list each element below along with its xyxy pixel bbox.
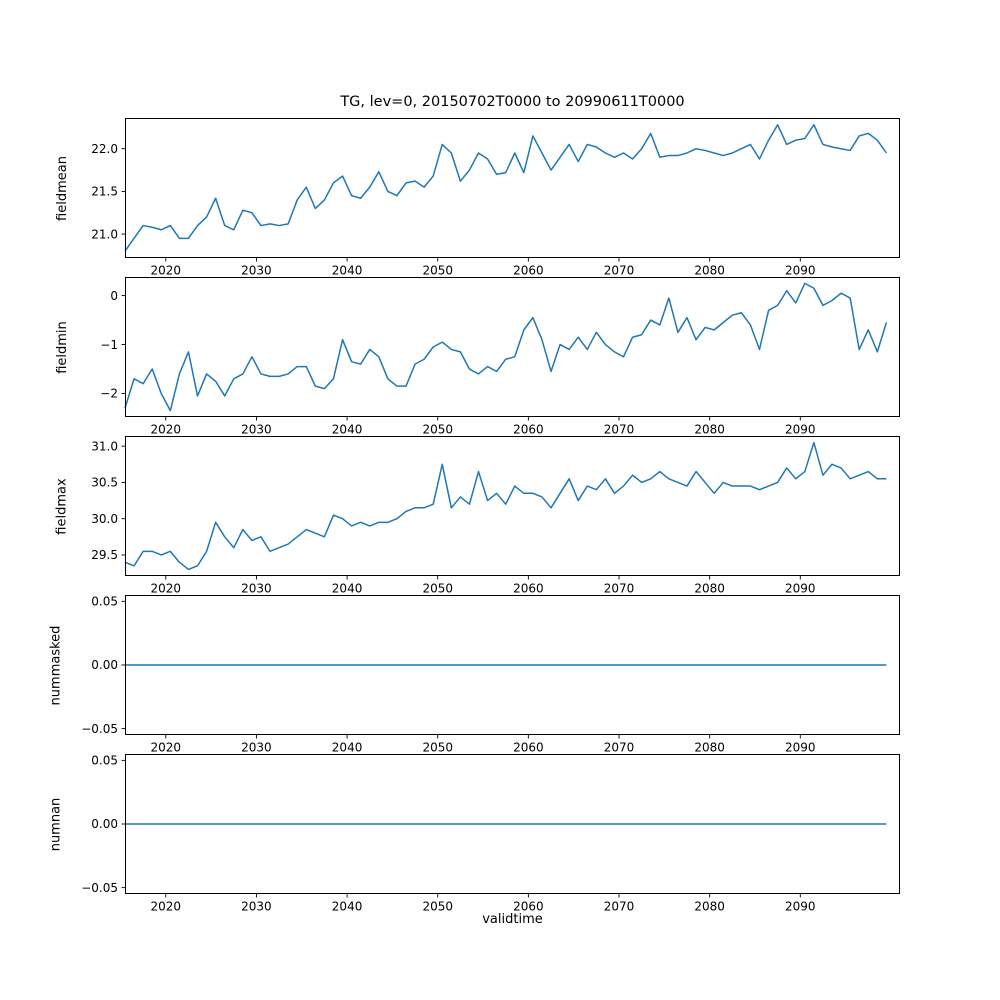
y-tick-label: 21.0 bbox=[91, 227, 118, 241]
x-tick-label: 2030 bbox=[241, 423, 272, 437]
x-tick-label: 2090 bbox=[785, 582, 816, 596]
subplot-fieldmin: 2020 2030 2040 2050 2060 2070 2080 2090 −2 −1 0 bbox=[100, 277, 900, 437]
y-tick-label: −2 bbox=[100, 387, 118, 401]
y-tick-label: 29.5 bbox=[91, 548, 118, 562]
x-tick-label: 2020 bbox=[151, 582, 182, 596]
plot-area-fieldmax: 2020 2030 2040 2050 2060 2070 2080 2090 29.5 30.0… bbox=[91, 436, 900, 596]
x-tick-label: 2080 bbox=[694, 423, 725, 437]
x-tick-label: 2060 bbox=[513, 582, 544, 596]
axes-border bbox=[125, 436, 900, 576]
x-tick-label: 2070 bbox=[604, 423, 635, 437]
axes-fieldmean: 2020 2030 2040 2050 2060 2070 2080 2090 21.0 21.5… bbox=[91, 118, 900, 278]
ylabel-fieldmax-text: fieldmax bbox=[54, 477, 70, 535]
x-tick-label: 2070 bbox=[604, 582, 635, 596]
x-tick-label: 2050 bbox=[422, 582, 453, 596]
x-tick-label: 2030 bbox=[241, 900, 272, 914]
subplot-nummasked: 2020 2030 2040 2050 2060 2070 2080 2090 −0.05 0.0… bbox=[81, 595, 900, 755]
x-tick-label: 2060 bbox=[513, 264, 544, 278]
y-tick-label: −0.05 bbox=[81, 881, 118, 895]
x-tick-label: 2030 bbox=[241, 264, 272, 278]
x-tick-label: 2080 bbox=[694, 900, 725, 914]
y-tick-label: 30.0 bbox=[91, 512, 118, 526]
x-tick-label: 2020 bbox=[151, 423, 182, 437]
data-line-fieldmax bbox=[124, 441, 887, 571]
y-tick-label: 22.0 bbox=[91, 142, 118, 156]
x-tick-label: 2050 bbox=[422, 264, 453, 278]
x-tick-label: 2040 bbox=[332, 900, 363, 914]
data-line-fieldmin bbox=[124, 282, 888, 412]
plot-area-nummasked: 2020 2030 2040 2050 2060 2070 2080 2090 −0.05 0.0… bbox=[81, 595, 900, 755]
axes-border bbox=[125, 277, 900, 417]
data-line-fieldmean bbox=[124, 124, 888, 252]
axes-border bbox=[125, 118, 900, 258]
plot-area-numnan: 2020 2030 2040 2050 2060 2070 2080 2090 −0.05 0.0… bbox=[81, 754, 900, 914]
subplot-numnan: 2020 2030 2040 2050 2060 2070 2080 2090 −0.05 0.0… bbox=[81, 754, 900, 914]
x-tick-label: 2050 bbox=[422, 741, 453, 755]
axes-border bbox=[125, 754, 900, 894]
y-tick-label: 0.05 bbox=[91, 754, 118, 768]
ylabel-nummasked-text: nummasked bbox=[48, 625, 64, 705]
subplot-fieldmax: 2020 2030 2040 2050 2060 2070 2080 2090 29.5 30.0… bbox=[91, 436, 900, 596]
y-tick-label: 21.5 bbox=[91, 185, 118, 199]
x-tick-label: 2040 bbox=[332, 264, 363, 278]
y-tick-label: 0.00 bbox=[91, 817, 118, 831]
y-tick-label: 0.05 bbox=[91, 595, 118, 609]
x-tick-label: 2020 bbox=[151, 900, 182, 914]
x-tick-label: 2080 bbox=[694, 741, 725, 755]
x-tick-label: 2070 bbox=[604, 264, 635, 278]
x-tick-label: 2090 bbox=[785, 900, 816, 914]
x-tick-label: 2040 bbox=[332, 741, 363, 755]
subplot-fieldmean: 2020 2030 2040 2050 2060 2070 2080 2090 21.0 21.5… bbox=[91, 118, 900, 278]
x-tick-label: 2090 bbox=[785, 264, 816, 278]
chart-title: TG, lev=0, 20150702T0000 to 20990611T000… bbox=[340, 94, 685, 110]
axes-border bbox=[125, 595, 900, 735]
axes-fieldmax: 2020 2030 2040 2050 2060 2070 2080 2090 29.5 30.0… bbox=[91, 436, 900, 596]
y-tick-label: −1 bbox=[100, 338, 118, 352]
x-tick-label: 2090 bbox=[785, 423, 816, 437]
x-tick-label: 2050 bbox=[422, 900, 453, 914]
y-tick-label: −0.05 bbox=[81, 722, 118, 736]
x-axis-label: validtime bbox=[482, 912, 543, 927]
ylabel-numnan-text: numnan bbox=[48, 797, 64, 851]
x-tick-label: 2020 bbox=[151, 741, 182, 755]
y-tick-label: 0 bbox=[110, 289, 118, 303]
x-tick-label: 2060 bbox=[513, 900, 544, 914]
x-tick-label: 2020 bbox=[151, 264, 182, 278]
y-tick-label: 0.00 bbox=[91, 658, 118, 672]
x-tick-label: 2060 bbox=[513, 741, 544, 755]
x-tick-label: 2070 bbox=[604, 900, 635, 914]
x-tick-label: 2080 bbox=[694, 264, 725, 278]
y-tick-label: 30.5 bbox=[91, 476, 118, 490]
x-tick-label: 2030 bbox=[241, 582, 272, 596]
x-tick-label: 2040 bbox=[332, 582, 363, 596]
plot-area-fieldmean: 2020 2030 2040 2050 2060 2070 2080 2090 21.0 21.5… bbox=[91, 118, 900, 278]
x-tick-label: 2040 bbox=[332, 423, 363, 437]
ylabel-fieldmean-text: fieldmean bbox=[54, 155, 70, 221]
axes-fieldmin: 2020 2030 2040 2050 2060 2070 2080 2090 −2 −1 0 bbox=[100, 277, 900, 437]
plot-area-fieldmin: 2020 2030 2040 2050 2060 2070 2080 2090 −2 −1 0 bbox=[100, 277, 900, 437]
axes-numnan: 2020 2030 2040 2050 2060 2070 2080 2090 −0.05 0.0… bbox=[81, 754, 900, 914]
x-tick-label: 2050 bbox=[422, 423, 453, 437]
x-tick-label: 2030 bbox=[241, 741, 272, 755]
ylabel-fieldmin-text: fieldmin bbox=[54, 320, 70, 374]
x-tick-label: 2080 bbox=[694, 582, 725, 596]
x-tick-label: 2090 bbox=[785, 741, 816, 755]
x-tick-label: 2060 bbox=[513, 423, 544, 437]
y-tick-label: 31.0 bbox=[91, 439, 118, 453]
x-tick-label: 2070 bbox=[604, 741, 635, 755]
axes-nummasked: 2020 2030 2040 2050 2060 2070 2080 2090 −0.05 0.0… bbox=[81, 595, 900, 755]
